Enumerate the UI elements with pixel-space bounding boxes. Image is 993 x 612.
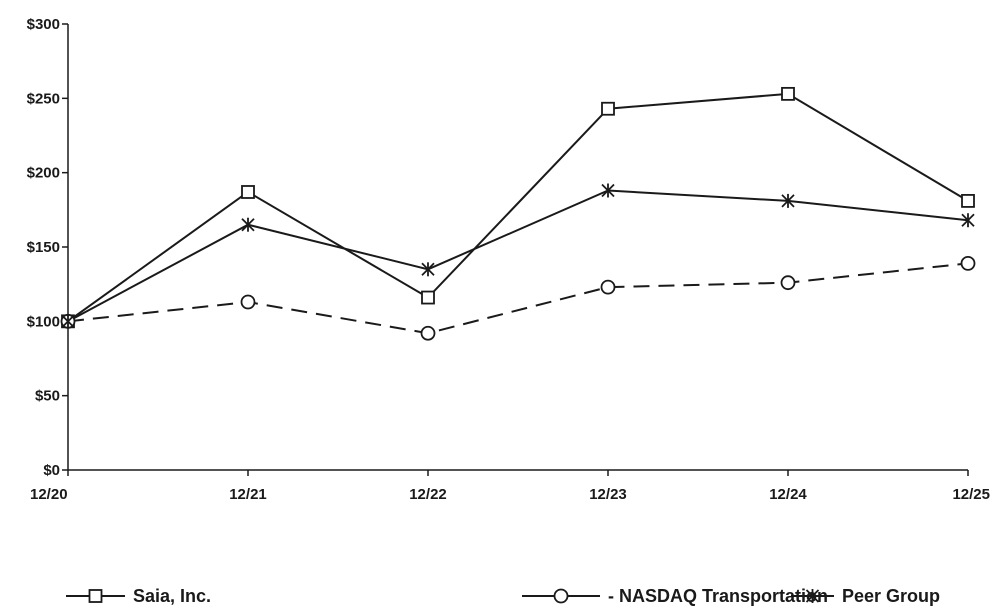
data-point-asterisk <box>781 193 795 208</box>
legend-label: Peer Group <box>842 586 940 606</box>
data-point-asterisk <box>61 314 75 329</box>
y-tick-label: $200 <box>27 165 60 182</box>
data-point-circle <box>960 255 976 271</box>
y-tick-label: $300 <box>27 16 60 33</box>
x-tick-label: 12/23 <box>589 486 627 503</box>
y-tick-label: $50 <box>35 388 60 405</box>
data-point-square <box>241 185 255 199</box>
series-line-0 <box>67 92 969 323</box>
series-line-2 <box>67 189 969 323</box>
y-tick-label: $100 <box>27 313 60 330</box>
legend-marker-square <box>88 589 103 603</box>
data-point-circle <box>600 279 616 295</box>
data-point-circle <box>240 294 256 310</box>
series-line-1 <box>67 262 969 335</box>
data-point-square <box>421 290 435 305</box>
legend: Saia, Inc. - NASDAQ Transportation Peer Gr… <box>66 586 940 606</box>
y-tick-label: $0 <box>43 462 60 479</box>
x-axis-ticks: 12/20 12/21 12/22 12/23 12/24 12/25 <box>30 470 990 503</box>
series-markers <box>60 86 976 341</box>
series-lines <box>67 92 969 335</box>
data-point-circle <box>420 325 436 341</box>
legend-label: - NASDAQ Transportation <box>608 586 828 606</box>
data-point-asterisk <box>241 217 255 232</box>
data-point-square <box>781 86 795 101</box>
data-point-circle <box>780 275 796 291</box>
x-tick-label: 12/24 <box>769 486 807 503</box>
data-point-square <box>601 101 615 116</box>
legend-marker-asterisk <box>805 589 820 603</box>
data-point-square <box>961 194 975 208</box>
x-tick-label: 12/25 <box>952 486 990 503</box>
data-point-asterisk <box>601 183 615 198</box>
data-point-asterisk <box>961 213 975 228</box>
legend-label: Saia, Inc. <box>133 586 211 606</box>
data-point-asterisk <box>421 262 435 277</box>
x-tick-label: 12/22 <box>409 486 447 503</box>
x-tick-label: 12/21 <box>229 486 267 503</box>
x-tick-label: 12/20 <box>30 486 68 503</box>
legend-marker-circle <box>553 588 569 604</box>
y-tick-label: $250 <box>27 90 60 107</box>
y-tick-label: $150 <box>27 239 60 256</box>
y-axis-ticks: $0 $50 $100 $150 $200 $250 $300 <box>27 16 68 479</box>
